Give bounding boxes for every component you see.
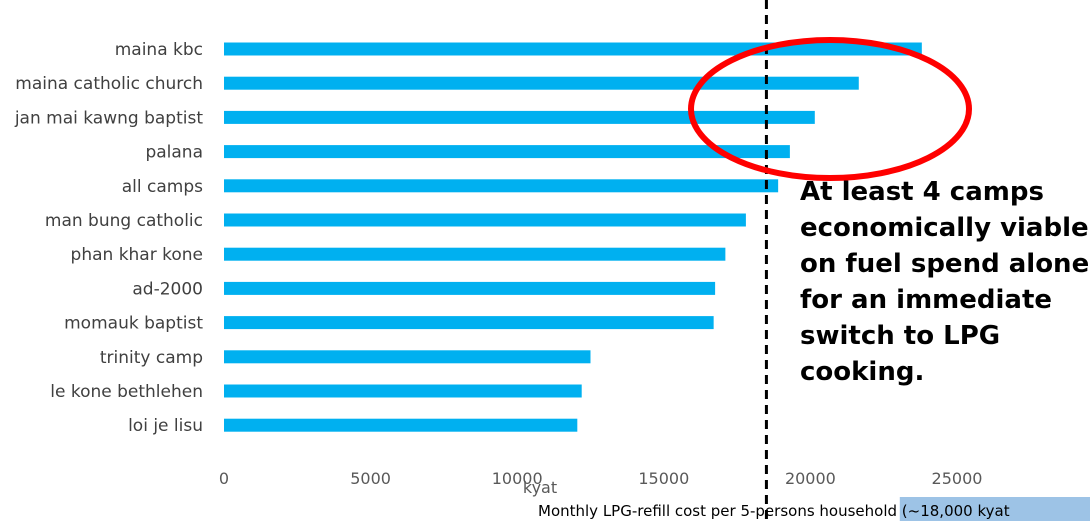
category-label: le kone bethlehen — [50, 382, 203, 402]
category-label: momauk baptist — [64, 314, 203, 334]
bar-loi-je-lisu — [224, 418, 578, 432]
x-tick-label: 10000 — [492, 469, 543, 488]
bar-trinity-camp — [224, 350, 591, 364]
category-label: jan mai kawng baptist — [14, 108, 204, 128]
category-label: palana — [145, 143, 203, 163]
bar-maina-kbc — [224, 42, 922, 56]
x-tick-label: 15000 — [638, 469, 689, 488]
x-tick-labels: 0 5000 10000 15000 20000 25000 — [219, 469, 983, 488]
bar-ad-2000 — [224, 281, 716, 295]
category-label: maina catholic church — [15, 74, 203, 94]
bar-palana — [224, 145, 790, 159]
category-labels: maina kbc maina catholic church jan mai ka… — [14, 40, 204, 436]
x-axis-title: kyat — [523, 478, 557, 497]
x-tick-label: 20000 — [785, 469, 836, 488]
category-label: trinity camp — [100, 348, 203, 368]
bar-le-kone-bethlehen — [224, 384, 582, 398]
threshold-label: Monthly LPG-refill cost per 5-persons ho… — [538, 502, 1010, 520]
bar-man-bung-catholic — [224, 213, 746, 227]
bar-all-camps — [224, 179, 779, 193]
category-label: maina kbc — [115, 40, 203, 60]
x-tick-label: 5000 — [350, 469, 391, 488]
category-label: man bung catholic — [45, 211, 203, 231]
bar-momauk-baptist — [224, 316, 714, 330]
x-tick-label: 0 — [219, 469, 229, 488]
category-label: loi je lisu — [128, 416, 203, 436]
bar-phan-khar-kone — [224, 247, 726, 261]
category-label: all camps — [122, 177, 203, 197]
x-tick-label: 25000 — [932, 469, 983, 488]
bar-maina-catholic-church — [224, 76, 859, 90]
highlight-ellipse — [688, 37, 972, 181]
bars-group — [224, 42, 922, 432]
annotation-text: At least 4 camps economically viable on … — [800, 177, 1090, 387]
category-label: phan khar kone — [71, 245, 203, 265]
threshold-label-highlight — [899, 497, 1090, 521]
category-label: ad-2000 — [132, 279, 203, 299]
bar-jan-mai-kawng-baptist — [224, 110, 815, 124]
